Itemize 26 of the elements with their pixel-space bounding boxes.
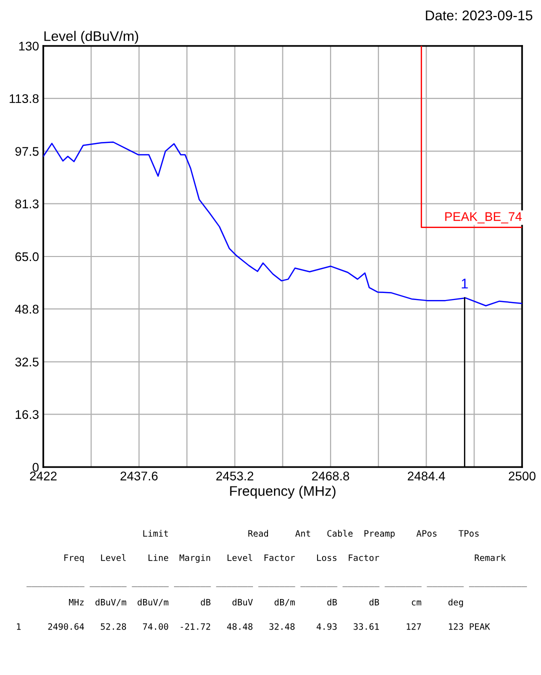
- text: Freq Level Line Margin Level Factor Loss Factor Remark: [64, 554, 506, 563]
- y-tick-label: 48.8: [15, 304, 39, 314]
- line-series: [43, 142, 522, 306]
- x-tick-label: 2437.6: [120, 472, 158, 480]
- y-tick-label: 0: [32, 462, 39, 472]
- text: 1 2490.64 52.28 74.00 -21.72 48.48 32.48 4.93 33.61 127 123 PEAK: [16, 623, 490, 630]
- x-tick-label: 2453.2: [216, 472, 254, 480]
- y-tick-label: 97.5: [15, 147, 39, 156]
- y-axis-title: Level (dBuV/m): [44, 30, 138, 44]
- y-tick-label: 65.0: [15, 252, 39, 262]
- y-tick-label: 81.3: [15, 199, 39, 208]
- x-tick-label: 2484.4: [408, 472, 446, 480]
- y-tick-label: 130: [19, 42, 39, 51]
- annotation: 1: [462, 278, 468, 288]
- y-tick-label: 32.5: [15, 358, 39, 366]
- x-tick-label: 2500: [508, 472, 536, 480]
- x-axis-title: Frequency (MHz): [230, 486, 336, 499]
- x-tick-label: 2468.8: [312, 472, 350, 480]
- series-label: PEAK_BE_74: [445, 212, 522, 224]
- y-tick-label: 113.8: [10, 94, 39, 104]
- text: Limit Read Ant Cable Preamp APos TPos: [143, 530, 479, 538]
- text: ___________ _______ _______ _______ _______ _______ _______ _______ _______ _______ ___________: [26, 586, 527, 587]
- text: MHz dBuV/m dBuV/m dB dBuV dB/m dB dB cm deg: [68, 598, 463, 608]
- text: Date: 2023-09-15: [426, 10, 532, 20]
- y-tick-label: 16.3: [16, 410, 39, 419]
- x-tick-label: 2422: [30, 472, 57, 480]
